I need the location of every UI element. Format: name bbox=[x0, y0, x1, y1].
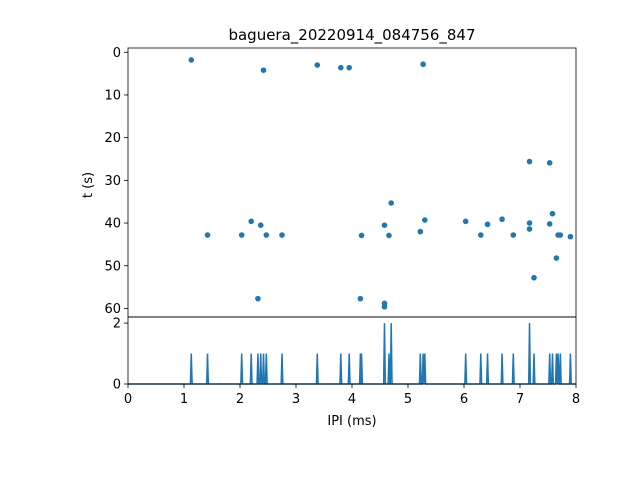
x-tick-label: 2 bbox=[236, 392, 244, 407]
histogram-panel: 0 2 0 1 2 3 4 5 6 7 8 bbox=[113, 317, 580, 407]
scatter-point bbox=[263, 232, 270, 238]
scatter-point bbox=[462, 218, 469, 225]
histogram-line bbox=[128, 323, 576, 385]
scatter-point bbox=[549, 210, 556, 217]
y-tick-label: 2 bbox=[113, 317, 121, 332]
x-tick-label: 8 bbox=[572, 392, 580, 407]
scatter-point bbox=[357, 295, 364, 302]
x-tick-label: 4 bbox=[348, 392, 356, 407]
scatter-point bbox=[381, 222, 388, 228]
x-tick-label: 0 bbox=[124, 392, 132, 407]
y-tick-label: 20 bbox=[104, 131, 121, 146]
y-axis-label: t (s) bbox=[81, 172, 96, 198]
y-tick-label: 10 bbox=[104, 88, 121, 103]
scatter-point bbox=[420, 61, 426, 68]
scatter-point bbox=[386, 232, 392, 239]
scatter-point bbox=[381, 303, 388, 310]
scatter-point bbox=[422, 217, 428, 223]
scatter-point bbox=[499, 216, 505, 223]
x-tick-label: 5 bbox=[404, 392, 412, 407]
y-tick-label: 60 bbox=[104, 302, 121, 317]
y-tick-label: 40 bbox=[104, 217, 121, 232]
scatter-point bbox=[526, 226, 533, 232]
scatter-point bbox=[546, 221, 553, 227]
scatter-point bbox=[358, 232, 365, 239]
histogram-frame bbox=[127, 316, 577, 385]
scatter-point bbox=[188, 57, 195, 63]
y-tick-label: 30 bbox=[104, 174, 121, 189]
scatter-point bbox=[553, 255, 560, 261]
y-tick-label: 0 bbox=[113, 46, 121, 61]
chart-title: baguera_20220914_084756_847 bbox=[228, 26, 475, 45]
scatter-point bbox=[248, 218, 254, 225]
x-tick-label: 1 bbox=[180, 392, 188, 407]
scatter-frame bbox=[127, 47, 577, 318]
x-axis-label: IPI (ms) bbox=[327, 414, 376, 429]
y-tick-label: 0 bbox=[113, 378, 121, 393]
x-tick-label: 3 bbox=[292, 392, 300, 407]
scatter-point bbox=[260, 67, 267, 74]
scatter-point bbox=[484, 221, 491, 228]
scatter-point bbox=[279, 232, 285, 238]
x-tick-label: 6 bbox=[460, 392, 468, 407]
x-tick-label: 7 bbox=[516, 392, 524, 407]
scatter-point bbox=[546, 160, 553, 166]
scatter-point bbox=[204, 232, 211, 238]
scatter-point bbox=[238, 232, 245, 238]
scatter-point bbox=[478, 232, 484, 238]
scatter-point bbox=[510, 232, 517, 238]
scatter-point bbox=[567, 233, 574, 240]
scatter-point bbox=[531, 274, 537, 281]
scatter-point bbox=[526, 220, 533, 226]
scatter-point bbox=[388, 200, 395, 206]
scatter-panel: 0 10 20 30 40 50 60 bbox=[104, 46, 577, 318]
y-tick-label: 50 bbox=[104, 259, 121, 274]
scatter-point bbox=[255, 295, 261, 302]
scatter-point bbox=[314, 62, 321, 68]
scatter-point bbox=[346, 64, 353, 71]
scatter-point bbox=[417, 228, 424, 235]
scatter-point bbox=[557, 232, 564, 238]
scatter-point bbox=[338, 64, 344, 71]
scatter-point bbox=[257, 222, 264, 228]
scatter-point bbox=[526, 158, 533, 165]
